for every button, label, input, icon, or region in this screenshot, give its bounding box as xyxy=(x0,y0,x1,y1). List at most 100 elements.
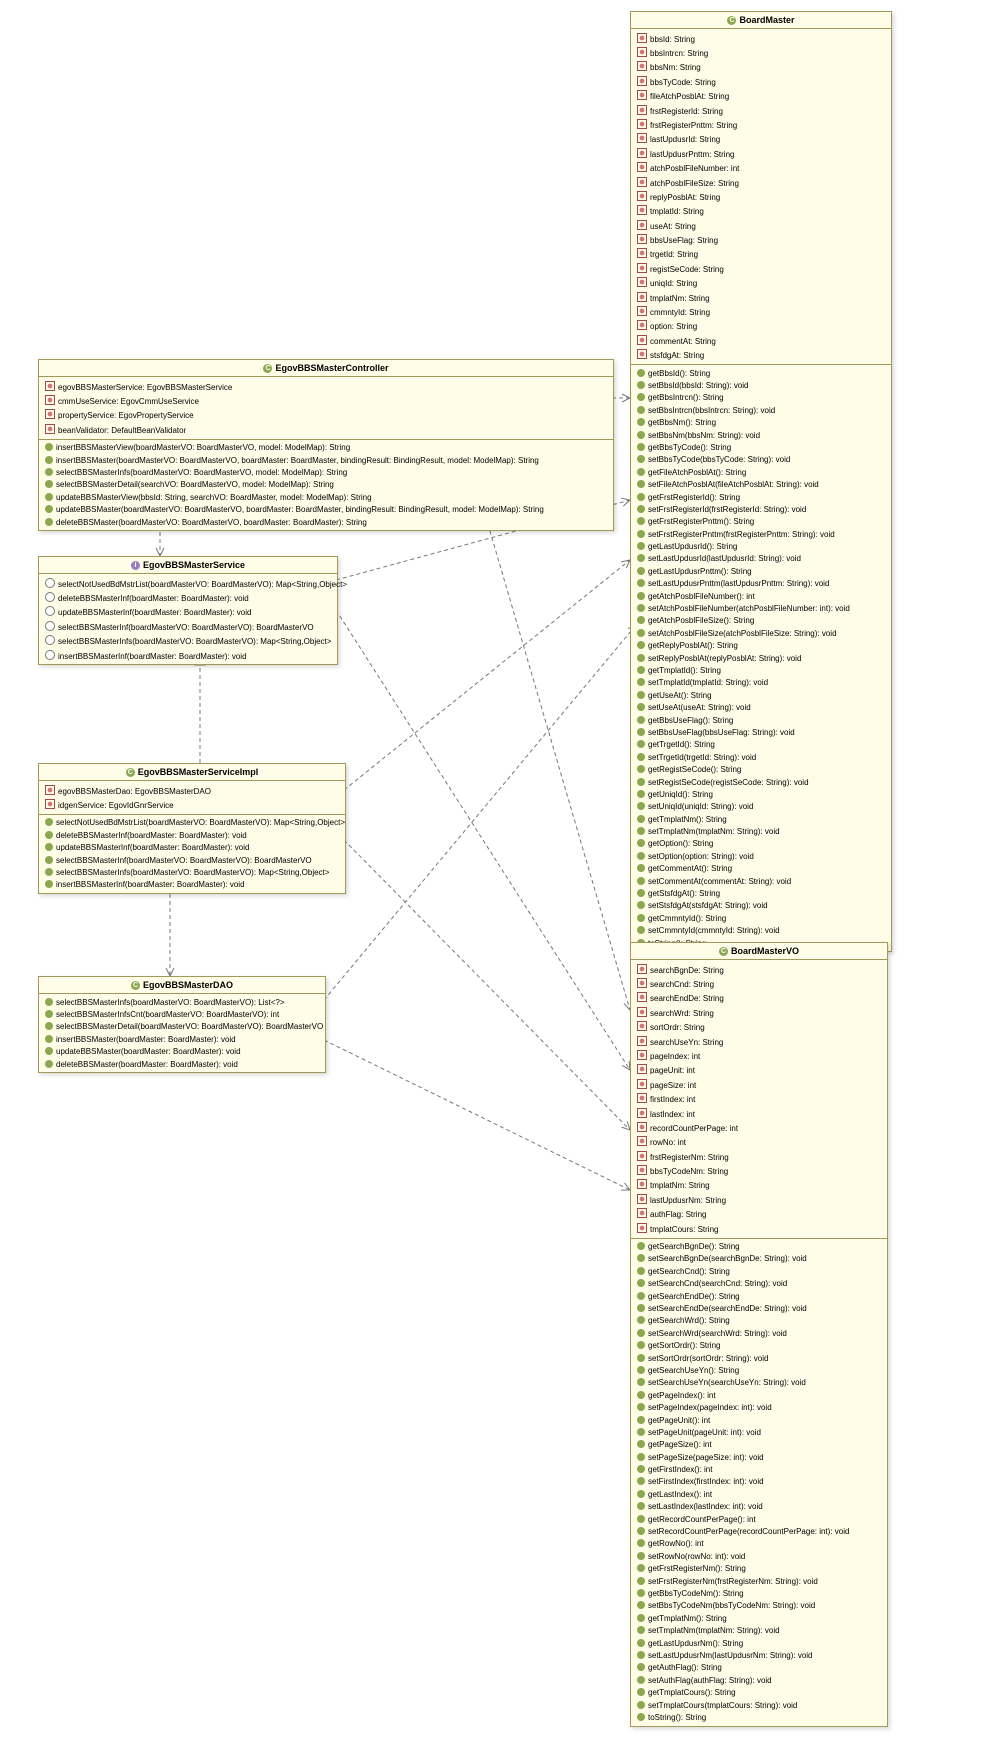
method-text: deleteBBSMaster(boardMaster: BoardMaster… xyxy=(56,1060,238,1070)
uml-method: setUseAt(useAt: String): void xyxy=(631,702,891,714)
method-text: setSearchWrd(searchWrd: String): void xyxy=(648,1329,787,1339)
field-text: atchPosblFileSize: String xyxy=(650,179,739,189)
method-text: deleteBBSMaster(boardMasterVO: BoardMast… xyxy=(56,518,367,528)
uml-field: recordCountPerPage: int xyxy=(631,1120,887,1134)
visibility-icon xyxy=(637,641,645,649)
uml-method: deleteBBSMaster(boardMaster: BoardMaster… xyxy=(39,1058,325,1070)
uml-method: setSearchBgnDe(searchBgnDe: String): voi… xyxy=(631,1253,887,1265)
uml-method: getLastUpdusrNm(): String xyxy=(631,1637,887,1649)
uml-fields: egovBBSMasterService: EgovBBSMasterServi… xyxy=(39,377,613,440)
uml-methods: insertBBSMasterView(boardMasterVO: Board… xyxy=(39,440,613,531)
uml-field: lastUpdusrPnttm: String xyxy=(631,146,891,160)
visibility-icon xyxy=(637,1378,645,1386)
visibility-icon xyxy=(637,1527,645,1535)
class-name: EgovBBSMasterController xyxy=(275,363,388,373)
method-text: selectBBSMasterInf(boardMasterVO: BoardM… xyxy=(56,856,312,866)
method-text: getRegistSeCode(): String xyxy=(648,765,741,775)
visibility-icon xyxy=(637,1136,647,1146)
visibility-icon xyxy=(45,381,55,391)
visibility-icon xyxy=(637,248,647,258)
visibility-icon xyxy=(637,1614,645,1622)
uml-method: setFrstRegisterPnttm(frstRegisterPnttm: … xyxy=(631,528,891,540)
class-name: BoardMaster xyxy=(739,15,794,25)
connector-dependency xyxy=(336,610,630,1070)
uml-method: setLastIndex(lastIndex: int): void xyxy=(631,1501,887,1513)
method-text: selectBBSMasterInfs(boardMasterVO: Board… xyxy=(56,998,285,1008)
visibility-icon xyxy=(637,1267,645,1275)
uml-field: lastUpdusrNm: String xyxy=(631,1192,887,1206)
method-text: getUniqId(): String xyxy=(648,790,713,800)
method-text: getStsfdgAt(): String xyxy=(648,889,720,899)
uml-method: setFrstRegisterId(frstRegisterId: String… xyxy=(631,503,891,515)
visibility-icon xyxy=(637,381,645,389)
connector-dependency xyxy=(324,625,636,1000)
method-text: setBbsUseFlag(bbsUseFlag: String): void xyxy=(648,728,795,738)
visibility-icon xyxy=(637,666,645,674)
field-text: tmplatCours: String xyxy=(650,1225,718,1235)
visibility-icon xyxy=(637,654,645,662)
uml-field: pageSize: int xyxy=(631,1077,887,1091)
visibility-icon xyxy=(637,901,645,909)
visibility-icon xyxy=(637,1036,647,1046)
field-text: lastUpdusrNm: String xyxy=(650,1196,726,1206)
method-text: setSearchEndDe(searchEndDe: String): voi… xyxy=(648,1304,807,1314)
method-text: getCommentAt(): String xyxy=(648,864,732,874)
visibility-icon xyxy=(45,443,53,451)
visibility-icon xyxy=(637,480,645,488)
uml-method: getUniqId(): String xyxy=(631,788,891,800)
uml-field: tmplatNm: String xyxy=(631,1178,887,1192)
uml-method: getReplyPosblAt(): String xyxy=(631,640,891,652)
visibility-icon xyxy=(637,1601,645,1609)
visibility-icon xyxy=(45,424,55,434)
field-text: propertyService: EgovPropertyService xyxy=(58,411,194,421)
uml-method: setTmplatNm(tmplatNm: String): void xyxy=(631,826,891,838)
uml-method: setBbsUseFlag(bbsUseFlag: String): void xyxy=(631,726,891,738)
uml-method: getAuthFlag(): String xyxy=(631,1662,887,1674)
uml-class-controller: CEgovBBSMasterControlleregovBBSMasterSer… xyxy=(38,359,614,531)
visibility-icon xyxy=(637,592,645,600)
method-text: getTmplatId(): String xyxy=(648,666,721,676)
visibility-icon xyxy=(637,827,645,835)
uml-field: atchPosblFileNumber: int xyxy=(631,161,891,175)
uml-field: searchBgnDe: String xyxy=(631,962,887,976)
uml-method: insertBBSMasterInf(boardMaster: BoardMas… xyxy=(39,648,337,662)
field-text: bbsNm: String xyxy=(650,63,701,73)
uml-method: setRecordCountPerPage(recordCountPerPage… xyxy=(631,1526,887,1538)
method-text: setBbsIntrcn(bbsIntrcn: String): void xyxy=(648,406,775,416)
field-text: idgenService: EgovIdGnrService xyxy=(58,801,174,811)
uml-method: selectBBSMasterDetail(searchVO: BoardMas… xyxy=(39,479,613,491)
visibility-icon xyxy=(45,785,55,795)
method-text: getFrstRegisterPnttm(): String xyxy=(648,517,754,527)
uml-fields: searchBgnDe: StringsearchCnd: Stringsear… xyxy=(631,960,887,1238)
field-text: frstRegisterPnttm: String xyxy=(650,121,737,131)
visibility-icon xyxy=(45,831,53,839)
method-text: getSearchEndDe(): String xyxy=(648,1292,740,1302)
uml-method: getBbsNm(): String xyxy=(631,417,891,429)
uml-field: authFlag: String xyxy=(631,1207,887,1221)
uml-field: option: String xyxy=(631,319,891,333)
visibility-icon xyxy=(637,992,647,1002)
uml-method: insertBBSMaster(boardMaster: BoardMaster… xyxy=(39,1033,325,1045)
visibility-icon xyxy=(637,33,647,43)
field-text: option: String xyxy=(650,322,697,332)
visibility-icon xyxy=(637,1713,645,1721)
method-text: updateBBSMasterInf(boardMaster: BoardMas… xyxy=(58,608,251,618)
uml-methods: selectNotUsedBdMstrList(boardMasterVO: B… xyxy=(39,815,345,893)
uml-method: setSearchWrd(searchWrd: String): void xyxy=(631,1327,887,1339)
method-text: setAtchPosblFileSize(atchPosblFileSize: … xyxy=(648,629,837,639)
method-text: getBbsTyCode(): String xyxy=(648,443,731,453)
field-text: searchBgnDe: String xyxy=(650,966,724,976)
visibility-icon xyxy=(45,843,53,851)
visibility-icon xyxy=(637,1354,645,1362)
field-text: lastUpdusrId: String xyxy=(650,135,720,145)
visibility-icon xyxy=(637,105,647,115)
uml-method: setAuthFlag(authFlag: String): void xyxy=(631,1674,887,1686)
method-text: getLastIndex(): int xyxy=(648,1490,712,1500)
field-text: searchUseYn: String xyxy=(650,1038,723,1048)
method-text: getSearchBgnDe(): String xyxy=(648,1242,740,1252)
uml-method: selectBBSMasterInf(boardMasterVO: BoardM… xyxy=(39,619,337,633)
uml-method: updateBBSMasterInf(boardMaster: BoardMas… xyxy=(39,605,337,619)
method-text: setRegistSeCode(registSeCode: String): v… xyxy=(648,778,809,788)
uml-method: setTmplatCours(tmplatCours: String): voi… xyxy=(631,1699,887,1711)
uml-methods: getBbsId(): StringsetBbsId(bbsId: String… xyxy=(631,365,891,951)
